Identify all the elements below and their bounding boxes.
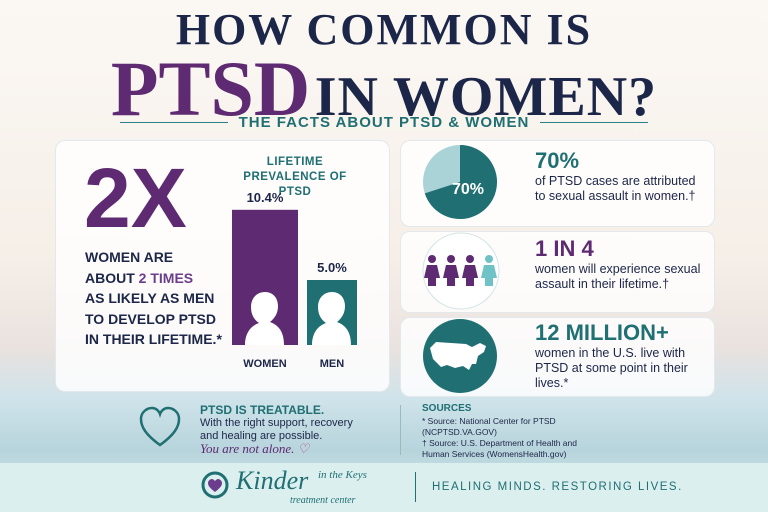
pie-label: 70%: [452, 181, 484, 198]
treatable-text: With the right support, recovery and hea…: [200, 417, 353, 442]
fact-stat: 12 MILLION+: [535, 320, 669, 345]
icon-bg: [422, 232, 500, 310]
body-line: AS LIKELY AS MEN: [85, 290, 215, 306]
bar-chart: 10.4% WOMEN 5.0% MEN: [232, 190, 357, 370]
title-rest: IN WOMEN?: [314, 66, 658, 128]
source: * Source: National Center for PTSD (NCPT…: [422, 416, 556, 437]
highlight: 2 TIMES: [138, 269, 194, 286]
text: ABOUT: [85, 269, 135, 286]
usa-icon: [423, 319, 497, 393]
heart-icon: [139, 406, 181, 447]
title-line: HOW COMMON IS: [175, 5, 593, 54]
divider: [400, 405, 401, 455]
silhouette: [312, 292, 351, 345]
figures: [424, 255, 478, 286]
brand: Kinder: [236, 466, 309, 495]
logo-ring: [201, 471, 229, 499]
category-label: MEN: [320, 358, 345, 370]
sources-title: SOURCES: [422, 403, 472, 414]
category-label: WOMEN: [243, 358, 286, 370]
fact: 12 MILLION+ women in the U.S. live with …: [535, 320, 710, 391]
left-panel: [55, 140, 390, 392]
chart-title: LIFETIME PREVALENCE OF PTSD: [243, 156, 347, 198]
fact: 1 IN 4 women will experience sexual assa…: [535, 236, 705, 292]
fact-stat: 70%: [535, 148, 580, 173]
fact-text: of PTSD cases are attributed to sexual a…: [535, 174, 696, 203]
usa-map: [430, 342, 486, 370]
fact: 70% of PTSD cases are attributed to sexu…: [535, 148, 705, 204]
rule: [540, 122, 648, 123]
rule: [120, 122, 228, 123]
tagline: You are not alone. ♡: [200, 441, 309, 457]
divider: [415, 472, 416, 502]
big-stat: 2X: [84, 151, 187, 245]
body-text: WOMEN ARE ABOUT 2 TIMES AS LIKELY AS MEN…: [85, 247, 222, 350]
title-line: PTSD IN WOMEN?: [0, 44, 768, 134]
pie-chart: 70%: [423, 145, 497, 219]
silhouette: [245, 292, 284, 345]
heart-symbol: ♡: [297, 441, 310, 456]
fact-text: women in the U.S. live with PTSD at some…: [535, 346, 688, 390]
title-highlight: PTSD: [110, 45, 311, 132]
women-icon: [422, 232, 500, 310]
heart: [139, 406, 181, 447]
fact-text: women will experience sexual assault in …: [535, 262, 701, 291]
logo-heart: [208, 479, 222, 492]
treatable-title: PTSD IS TREATABLE.: [200, 403, 325, 417]
body-line: ABOUT 2 TIMES: [85, 268, 222, 289]
footer: [0, 463, 768, 512]
highlight-figure: [481, 255, 497, 286]
pie-slice: [424, 145, 497, 219]
logo-icon: [201, 471, 229, 499]
tagline-text: You are not alone.: [200, 441, 295, 456]
brand-sub: treatment center: [290, 495, 356, 506]
value-label: 5.0%: [317, 260, 347, 275]
slogan: HEALING MINDS. RESTORING LIVES.: [432, 481, 683, 493]
body-line: IN THEIR LIFETIME.*: [85, 331, 222, 347]
value-label: 10.4%: [247, 190, 284, 205]
source: † Source: U.S. Department of Health and …: [422, 438, 577, 459]
subtitle: THE FACTS ABOUT PTSD & WOMEN: [238, 114, 530, 131]
brand-small: in the Keys: [318, 469, 367, 481]
body-line: WOMEN ARE: [85, 249, 174, 265]
fact-stat: 1 IN 4: [535, 236, 594, 261]
body-line: TO DEVELOP PTSD: [85, 310, 216, 327]
